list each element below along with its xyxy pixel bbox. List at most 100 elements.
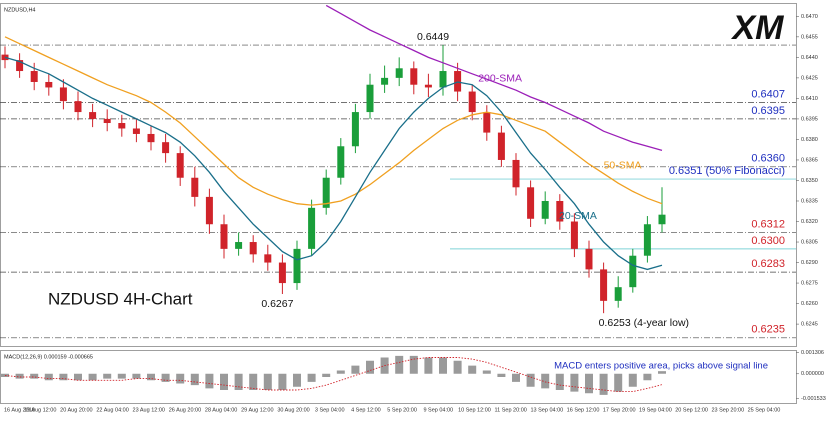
macd-bar bbox=[409, 355, 418, 374]
macd-bar bbox=[439, 357, 447, 374]
extreme-label: 0.6253 (4-year low) bbox=[599, 317, 689, 329]
y-tick-label: 0.6260 bbox=[801, 301, 818, 307]
macd-bar bbox=[453, 360, 462, 374]
y-tick-label: 0.6245 bbox=[801, 322, 818, 328]
macd-bar bbox=[74, 373, 82, 381]
macd-bar bbox=[234, 373, 243, 390]
macd-bar bbox=[132, 373, 141, 379]
macd-bar bbox=[322, 373, 331, 377]
x-tick-label: 25 Sep 04:00 bbox=[748, 407, 781, 413]
y-tick-label: 0.6275 bbox=[801, 281, 818, 287]
macd-bar bbox=[190, 373, 199, 386]
candle-body bbox=[191, 177, 199, 197]
y-tick-label: 0.6365 bbox=[801, 157, 818, 163]
candle-body bbox=[264, 254, 272, 263]
x-tick-label: 13 Sep 04:00 bbox=[530, 407, 563, 413]
candle-body bbox=[541, 200, 549, 219]
candle-body bbox=[118, 123, 126, 129]
x-tick-label: 3 Sep 04:00 bbox=[315, 407, 345, 413]
macd-bar bbox=[468, 365, 477, 374]
candle-body bbox=[220, 224, 228, 249]
candle-body bbox=[74, 101, 82, 113]
x-tick-label: 20 Sep 12:00 bbox=[675, 407, 708, 413]
level-label: 0.6300 bbox=[751, 235, 785, 247]
candle-body bbox=[556, 200, 564, 222]
candle-body bbox=[600, 269, 608, 301]
macd-bar bbox=[307, 373, 316, 382]
macd-bar bbox=[570, 373, 579, 392]
main-panel bbox=[0, 3, 797, 347]
candle-body bbox=[45, 81, 53, 88]
candle-body bbox=[322, 177, 330, 208]
macd-bar bbox=[628, 373, 637, 387]
candle-body bbox=[381, 77, 389, 85]
macd-bar bbox=[220, 373, 228, 390]
x-tick-label: 26 Aug 20:00 bbox=[169, 407, 201, 413]
y-tick-label: 0.6425 bbox=[801, 75, 818, 81]
candle-body bbox=[614, 287, 622, 301]
macd-bar bbox=[205, 373, 214, 389]
macd-bar bbox=[249, 373, 258, 390]
macd-bar bbox=[555, 373, 564, 390]
logo: XM bbox=[731, 9, 785, 47]
macd-annotation: MACD enters positive area, picks above s… bbox=[554, 361, 768, 372]
macd-bar bbox=[103, 373, 112, 379]
x-tick-label: 20 Aug 20:00 bbox=[60, 407, 92, 413]
level-label: 0.6312 bbox=[751, 218, 785, 230]
candle-body bbox=[629, 255, 637, 288]
y-tick-label: 0.6455 bbox=[801, 34, 818, 40]
candle-body bbox=[395, 68, 403, 78]
sma-line bbox=[4, 56, 663, 271]
x-tick-label: 23 Aug 12:00 bbox=[133, 407, 165, 413]
x-tick-label: 19 Sep 04:00 bbox=[639, 407, 672, 413]
macd-bar bbox=[424, 357, 433, 374]
sma-label: 50-SMA bbox=[604, 159, 642, 171]
candle-body bbox=[308, 207, 316, 249]
macd-bar bbox=[336, 370, 345, 374]
chart-label: NZDUSD 4H-Chart bbox=[48, 289, 193, 308]
level-label: 0.6351 (50% Fibonacci) bbox=[669, 165, 785, 177]
macd-title: MACD(12,26,9) 0.000159 -0.000665 bbox=[4, 354, 93, 360]
x-tick-label: 4 Sep 12:00 bbox=[351, 407, 381, 413]
macd-bar bbox=[526, 373, 535, 387]
x-tick-label: 16 Aug 2019 bbox=[4, 407, 35, 413]
level-label: 0.6395 bbox=[751, 105, 785, 117]
x-tick-label: 16 Sep 12:00 bbox=[567, 407, 600, 413]
candle-body bbox=[1, 54, 9, 61]
candle-body bbox=[205, 196, 213, 225]
candle-body bbox=[366, 84, 374, 113]
macd-bar bbox=[482, 370, 491, 374]
macd-bar bbox=[263, 373, 272, 390]
y-tick-label: 0.6350 bbox=[801, 178, 818, 184]
candle-body bbox=[293, 248, 301, 284]
macd-bar bbox=[643, 373, 652, 381]
candle-body bbox=[527, 187, 535, 219]
candle-body bbox=[89, 112, 97, 119]
y2-tick-label: 0.000000 bbox=[801, 371, 824, 377]
candle-body bbox=[351, 112, 359, 147]
x-tick-label: 30 Aug 20:00 bbox=[277, 407, 309, 413]
macd-bar bbox=[512, 373, 520, 382]
macd-panel bbox=[0, 350, 797, 404]
x-tick-label: 22 Aug 04:00 bbox=[96, 407, 128, 413]
candle-body bbox=[483, 112, 491, 133]
macd-bar bbox=[497, 373, 506, 377]
candle-body bbox=[658, 214, 666, 225]
candle-body bbox=[570, 221, 578, 249]
candle-body bbox=[59, 87, 67, 102]
sma-label: 200-SMA bbox=[478, 73, 522, 85]
candle-body bbox=[454, 71, 462, 92]
candle-body bbox=[132, 128, 140, 134]
candle-body bbox=[147, 133, 155, 143]
macd-bar bbox=[585, 373, 593, 394]
x-tick-label: 17 Sep 20:00 bbox=[603, 407, 636, 413]
candle-body bbox=[103, 118, 111, 124]
macd-signal bbox=[4, 357, 663, 393]
level-label: 0.6235 bbox=[751, 324, 785, 336]
sma-line bbox=[4, 36, 663, 206]
macd-bar bbox=[117, 373, 126, 379]
macd-bar bbox=[44, 373, 53, 381]
y-tick-label: 0.6320 bbox=[801, 219, 818, 225]
candle-body bbox=[410, 68, 418, 85]
candle-body bbox=[497, 132, 505, 160]
